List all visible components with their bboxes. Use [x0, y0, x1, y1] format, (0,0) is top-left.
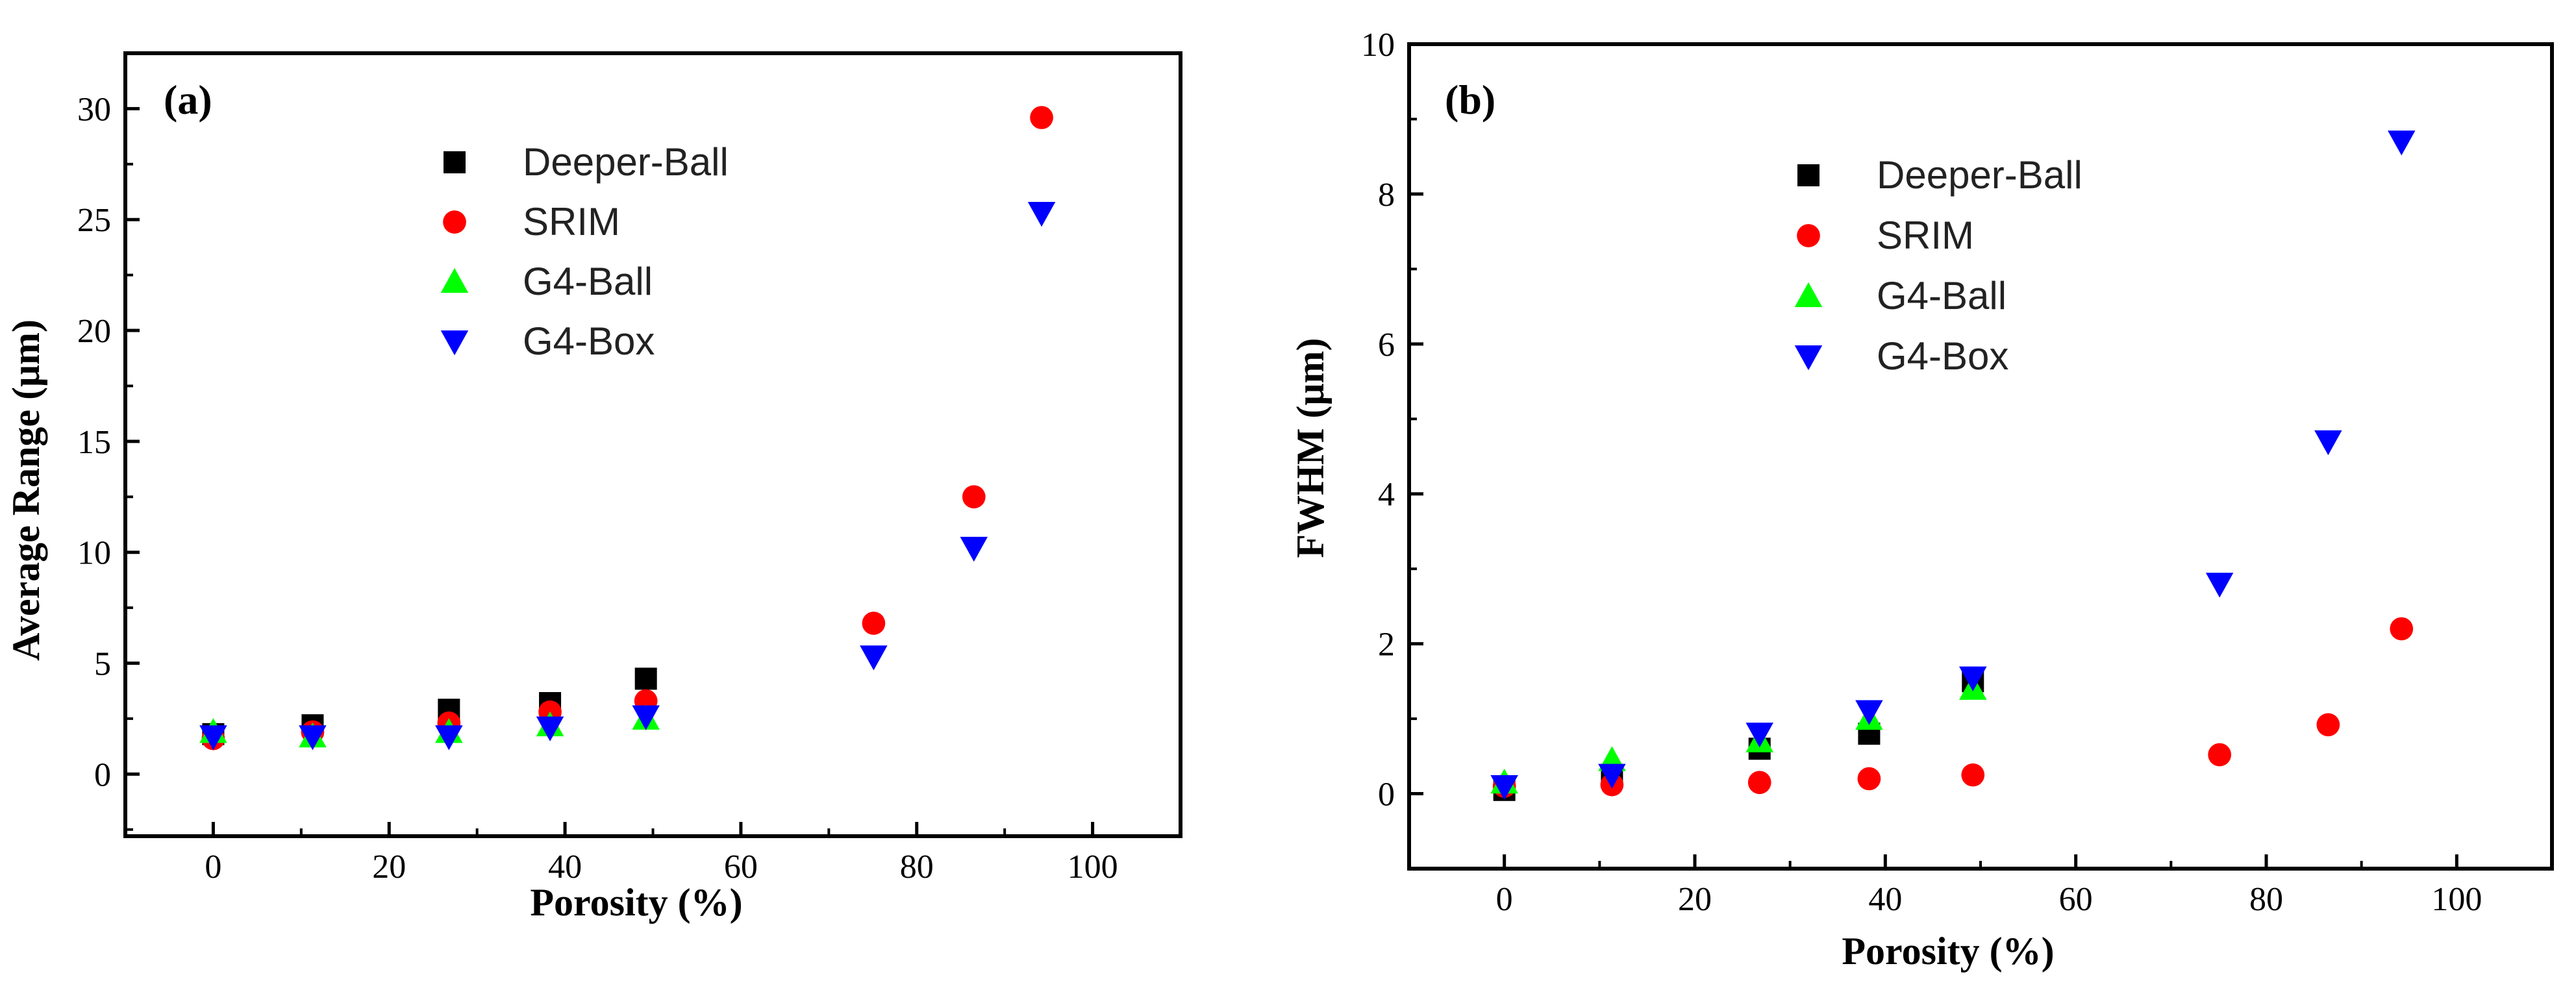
y-tick-label: 6: [1378, 327, 1395, 364]
data-point: [536, 716, 564, 741]
data-point: [1857, 767, 1881, 791]
data-point: [2205, 573, 2234, 598]
data-point: [1030, 106, 1053, 129]
legend-entry-label: G4-Ball: [1877, 274, 2007, 317]
x-tick-label: 100: [2431, 881, 2482, 918]
legend-entry-label: Deeper-Ball: [523, 140, 729, 184]
y-tick-label: 0: [1378, 776, 1395, 813]
data-point: [1747, 771, 1771, 795]
y-tick-label: 8: [1378, 177, 1395, 214]
y-tick-label: 4: [1378, 477, 1395, 514]
y-tick-label: 0: [94, 756, 111, 793]
data-point: [1959, 666, 1987, 691]
data-point: [199, 725, 227, 750]
y-tick-label: 10: [77, 535, 111, 572]
data-point: [862, 612, 886, 635]
series-deeper-ball: [1493, 670, 1984, 801]
y-tick-label: 5: [94, 646, 111, 683]
series-g4-ball: [199, 704, 660, 748]
series-srim: [1492, 617, 2414, 798]
x-tick-label: 60: [724, 849, 758, 886]
legend-b: Deeper-Ball SRIM G4-Ball G4-Box: [1794, 153, 2082, 378]
chart-panel-a: (a) Porosity (%) Average Range (μm) 0 20 4…: [5, 51, 1182, 924]
y-tick-label: 2: [1378, 626, 1395, 663]
legend-entry-label: G4-Ball: [523, 260, 653, 303]
y-tick-label: 10: [1361, 27, 1395, 64]
data-point: [2390, 617, 2414, 641]
y-tick-label: 25: [77, 202, 111, 239]
data-point: [1598, 763, 1626, 789]
x-tick-label: 80: [2249, 881, 2283, 918]
x-axis-label-b: Porosity (%): [1842, 930, 2054, 973]
x-tick-label: 40: [548, 849, 582, 886]
series-deeper-ball: [202, 667, 657, 745]
data-point: [1855, 700, 1883, 725]
y-tick-label: 20: [77, 313, 111, 350]
x-tick-label: 20: [1678, 881, 1712, 918]
panel-label-b: (b): [1445, 77, 1495, 123]
chart-panel-b: (b) Porosity (%) FWHM (μm) 0 20 40 60 80 100 0…: [1289, 27, 2554, 973]
series-g4-box: [1490, 130, 2416, 800]
legend-marker: [444, 151, 466, 173]
data-point: [2314, 430, 2342, 456]
legend-marker: [1797, 224, 1820, 247]
data-point: [435, 725, 463, 750]
data-point: [299, 725, 327, 750]
legend-entry-label: SRIM: [523, 200, 620, 243]
data-point: [632, 705, 660, 730]
y-tick-label: 15: [77, 424, 111, 461]
legend-a: Deeper-Ball SRIM G4-Ball G4-Box: [440, 140, 729, 363]
x-axis-label-a: Porosity (%): [530, 881, 742, 924]
x-tick-label: 0: [205, 849, 221, 886]
legend-entry-label: G4-Box: [1877, 334, 2008, 378]
legend-marker: [443, 210, 466, 234]
y-axis-label-a: Average Range (μm): [5, 319, 47, 661]
data-point: [2316, 713, 2340, 737]
x-tick-label: 60: [2059, 881, 2093, 918]
data-point: [1961, 763, 1985, 787]
data-point: [1745, 723, 1773, 748]
series-g4-box: [199, 201, 1056, 750]
x-tick-label: 20: [372, 849, 406, 886]
data-point: [2208, 743, 2231, 767]
legend-marker: [1797, 164, 1819, 186]
data-point: [860, 645, 888, 671]
data-point: [2388, 130, 2416, 156]
panel-label-a: (a): [164, 77, 212, 123]
data-point: [1490, 775, 1518, 800]
series-srim: [201, 106, 1053, 750]
x-tick-label: 0: [1496, 881, 1513, 918]
y-tick-label: 30: [77, 91, 111, 128]
data-point: [960, 536, 988, 562]
data-point: [962, 485, 986, 509]
y-axis-label-b: FWHM (μm): [1289, 338, 1332, 558]
data-point: [1027, 201, 1056, 227]
x-tick-label: 80: [900, 849, 934, 886]
x-tick-label: 100: [1068, 849, 1118, 886]
legend-marker: [1794, 345, 1823, 371]
legend-entry-label: Deeper-Ball: [1877, 153, 2082, 197]
legend-marker: [440, 330, 469, 356]
series-g4-ball: [1490, 675, 1987, 794]
data-point: [634, 667, 657, 690]
x-tick-label: 40: [1868, 881, 1902, 918]
legend-entry-label: SRIM: [1877, 214, 1974, 257]
legend-entry-label: G4-Box: [523, 319, 655, 363]
legend-marker: [1794, 282, 1823, 307]
legend-marker: [440, 267, 469, 293]
